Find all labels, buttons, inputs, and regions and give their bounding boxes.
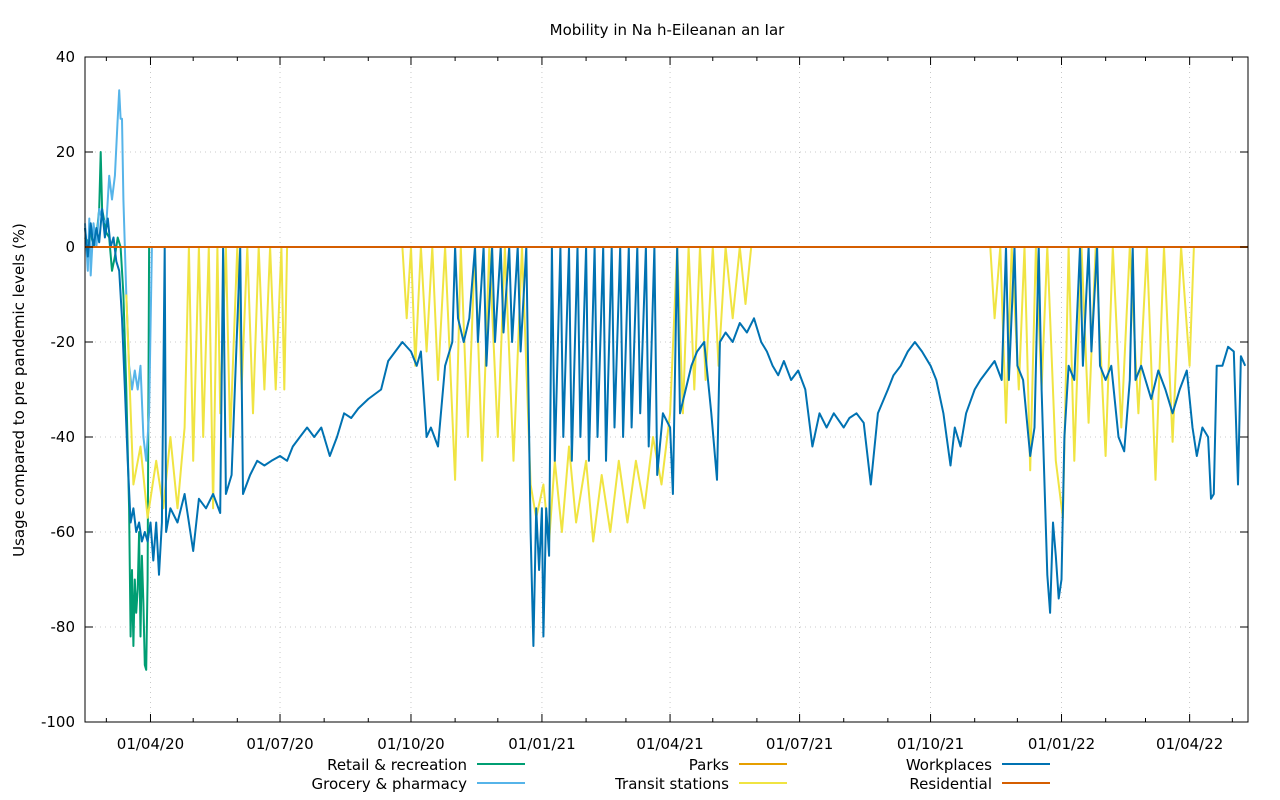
x-tick-label: 01/01/22 xyxy=(1028,735,1095,753)
y-tick-label: -60 xyxy=(51,523,76,541)
y-tick-label: 20 xyxy=(56,143,75,161)
series-line-grocery-pharmacy xyxy=(84,89,153,462)
y-tick-label: 0 xyxy=(65,238,75,256)
legend-label-retail-recreation: Retail & recreation xyxy=(327,756,467,774)
legend-label-grocery-pharmacy: Grocery & pharmacy xyxy=(312,775,468,793)
x-tick-label: 01/01/21 xyxy=(508,735,575,753)
x-tick-label: 01/07/20 xyxy=(246,735,313,753)
x-tick-label: 01/10/21 xyxy=(897,735,964,753)
series-line-workplaces xyxy=(84,208,1247,647)
legend-label-transit-stations: Transit stations xyxy=(614,775,729,793)
chart-title: Mobility in Na h-Eileanan an Iar xyxy=(550,21,786,39)
y-axis-label: Usage compared to pre pandemic levels (%… xyxy=(10,223,28,557)
x-axis: 01/04/20 01/07/20 01/10/20 01/01/21 01/04/21… xyxy=(105,57,1233,753)
x-tick-label: 01/04/22 xyxy=(1156,735,1223,753)
y-tick-label: -100 xyxy=(41,713,75,731)
legend-label-residential: Residential xyxy=(909,775,992,793)
y-tick-label: -80 xyxy=(51,618,76,636)
grid xyxy=(85,57,1248,722)
y-tick-label: -20 xyxy=(51,333,76,351)
series-layer xyxy=(84,89,1248,671)
x-tick-label: 01/04/21 xyxy=(636,735,703,753)
plot-frame xyxy=(84,56,1249,723)
x-tick-label: 01/04/20 xyxy=(117,735,184,753)
y-axis: 40 20 0 -20 -40 -60 -80 -100 xyxy=(41,48,1248,731)
x-tick-label: 01/10/20 xyxy=(377,735,444,753)
legend-label-parks: Parks xyxy=(689,756,729,774)
y-tick-label: 40 xyxy=(56,48,75,66)
legend: Retail & recreation Parks Workplaces Grocer… xyxy=(312,756,1050,793)
legend-label-workplaces: Workplaces xyxy=(906,756,992,774)
x-tick-label: 01/07/21 xyxy=(766,735,833,753)
y-tick-label: -40 xyxy=(51,428,76,446)
series-line-transit-stations xyxy=(125,246,1195,543)
